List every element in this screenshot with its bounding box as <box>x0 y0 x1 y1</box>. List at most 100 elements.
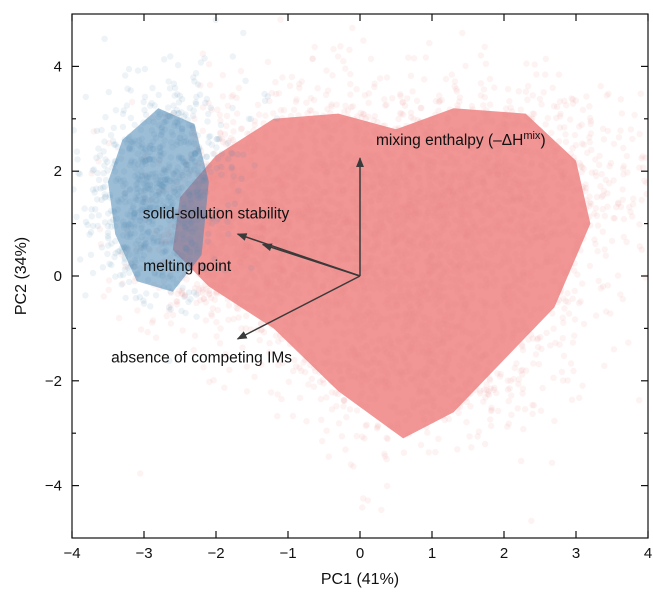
scatter-point <box>298 150 305 158</box>
scatter-point <box>576 299 583 307</box>
scatter-point <box>383 236 390 243</box>
scatter-point <box>462 241 469 249</box>
scatter-point <box>518 341 526 348</box>
scatter-point <box>331 217 338 225</box>
scatter-point <box>360 140 368 147</box>
scatter-point <box>246 172 253 180</box>
scatter-point <box>426 255 433 262</box>
scatter-point <box>250 257 257 264</box>
scatter-point <box>397 223 404 230</box>
scatter-point <box>435 292 442 299</box>
scatter-point <box>189 240 196 247</box>
scatter-point <box>101 138 108 145</box>
scatter-point <box>618 110 626 117</box>
scatter-point <box>434 246 441 254</box>
scatter-point <box>365 113 372 120</box>
scatter-point <box>529 92 536 99</box>
scatter-point <box>271 302 278 309</box>
scatter-point <box>488 223 495 231</box>
scatter-point <box>313 127 320 134</box>
scatter-point <box>308 117 316 125</box>
scatter-point <box>406 201 413 208</box>
scatter-point <box>321 225 329 232</box>
scatter-point <box>117 272 124 279</box>
scatter-point <box>284 281 292 289</box>
scatter-point <box>335 271 343 278</box>
scatter-point <box>353 321 360 328</box>
scatter-point <box>342 340 350 347</box>
scatter-point <box>462 128 470 135</box>
scatter-point <box>423 258 430 266</box>
scatter-point <box>586 213 593 220</box>
scatter-point <box>508 392 515 399</box>
scatter-point <box>178 307 185 315</box>
scatter-point <box>345 368 352 375</box>
scatter-point <box>287 260 294 268</box>
scatter-point <box>572 97 580 104</box>
scatter-point <box>168 129 175 136</box>
scatter-point <box>74 156 81 163</box>
scatter-point <box>382 188 390 195</box>
scatter-point <box>349 316 356 323</box>
scatter-point <box>134 150 142 157</box>
scatter-point <box>298 118 305 126</box>
scatter-point <box>326 212 333 219</box>
scatter-point <box>372 241 380 249</box>
scatter-point <box>257 320 265 327</box>
scatter-point <box>283 129 290 137</box>
scatter-point <box>337 256 345 264</box>
scatter-point <box>335 420 343 427</box>
scatter-point <box>462 394 470 402</box>
scatter-point <box>499 321 507 328</box>
scatter-point <box>440 330 447 338</box>
scatter-point <box>458 220 465 228</box>
scatter-point <box>386 207 393 214</box>
scatter-point <box>316 369 323 376</box>
scatter-point <box>301 277 308 284</box>
scatter-point <box>256 309 263 316</box>
scatter-point <box>396 181 403 189</box>
scatter-point <box>211 296 218 303</box>
scatter-point <box>481 94 488 101</box>
scatter-point <box>437 205 445 213</box>
scatter-point <box>119 110 127 118</box>
scatter-point <box>424 257 432 264</box>
scatter-point <box>326 275 334 283</box>
scatter-point <box>368 254 375 261</box>
scatter-point <box>259 222 267 229</box>
scatter-point <box>591 236 598 243</box>
scatter-point <box>121 190 128 197</box>
scatter-point <box>543 293 550 300</box>
scatter-point <box>426 347 434 355</box>
scatter-point <box>87 251 95 258</box>
scatter-point <box>626 204 633 211</box>
scatter-point <box>312 244 319 252</box>
scatter-point <box>283 228 290 235</box>
scatter-point <box>423 387 430 395</box>
scatter-point <box>329 239 336 247</box>
scatter-point <box>421 156 428 163</box>
scatter-point <box>111 209 118 216</box>
scatter-point <box>383 74 391 81</box>
scatter-point <box>528 282 535 289</box>
scatter-point <box>277 295 284 302</box>
scatter-point <box>193 313 200 320</box>
scatter-point <box>160 167 168 174</box>
scatter-point <box>141 193 148 200</box>
scatter-point <box>239 344 246 351</box>
scatter-point <box>438 170 446 177</box>
scatter-point <box>434 370 441 378</box>
scatter-point <box>519 320 527 327</box>
scatter-point <box>639 153 646 160</box>
scatter-point <box>352 201 359 208</box>
scatter-point <box>427 252 435 259</box>
scatter-point <box>393 178 400 185</box>
scatter-point <box>205 133 213 141</box>
scatter-point <box>358 114 366 121</box>
scatter-point <box>126 185 134 193</box>
scatter-point <box>499 217 507 224</box>
scatter-point <box>392 221 399 229</box>
scatter-point <box>412 212 419 219</box>
scatter-point <box>332 328 339 336</box>
scatter-point <box>261 186 268 194</box>
